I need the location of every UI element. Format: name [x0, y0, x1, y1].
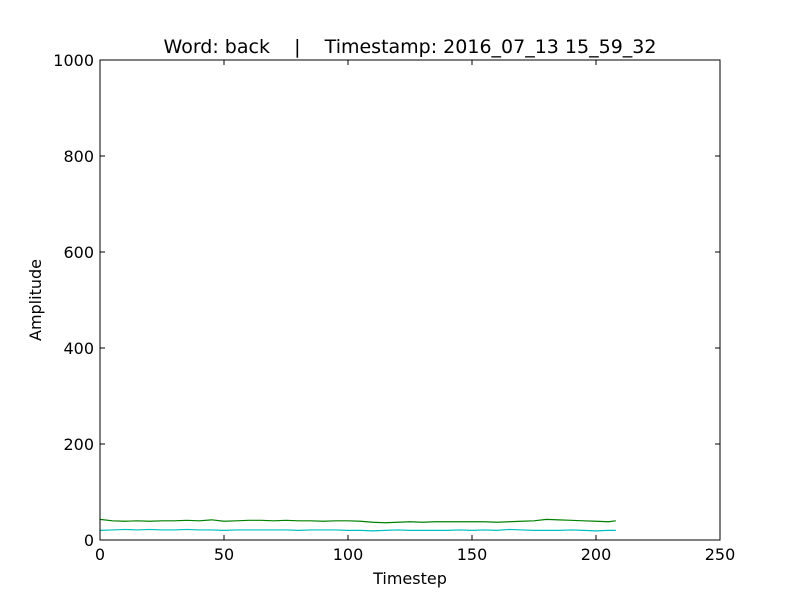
x-tick-label: 100 — [333, 545, 364, 564]
y-axis-label: Amplitude — [26, 259, 45, 341]
x-tick-label: 0 — [95, 545, 105, 564]
y-tick-label: 400 — [63, 339, 94, 358]
plot-area — [99, 518, 616, 532]
y-tick-label: 600 — [63, 243, 94, 262]
plot-frame — [99, 59, 721, 541]
x-tick-label: 150 — [457, 545, 488, 564]
y-tick-label: 800 — [63, 147, 94, 166]
y-tick-label: 1000 — [53, 51, 94, 70]
x-tick-label: 250 — [705, 545, 736, 564]
y-tick-label: 200 — [63, 435, 94, 454]
series-line-1 — [99, 518, 616, 524]
x-tick-label: 50 — [214, 545, 234, 564]
series-line-2 — [99, 528, 616, 532]
chart-title: Word: back | Timestamp: 2016_07_13 15_59… — [164, 36, 657, 58]
x-axis-label: Timestep — [372, 569, 447, 588]
x-tick-label: 200 — [581, 545, 612, 564]
y-tick-label: 0 — [84, 531, 94, 550]
